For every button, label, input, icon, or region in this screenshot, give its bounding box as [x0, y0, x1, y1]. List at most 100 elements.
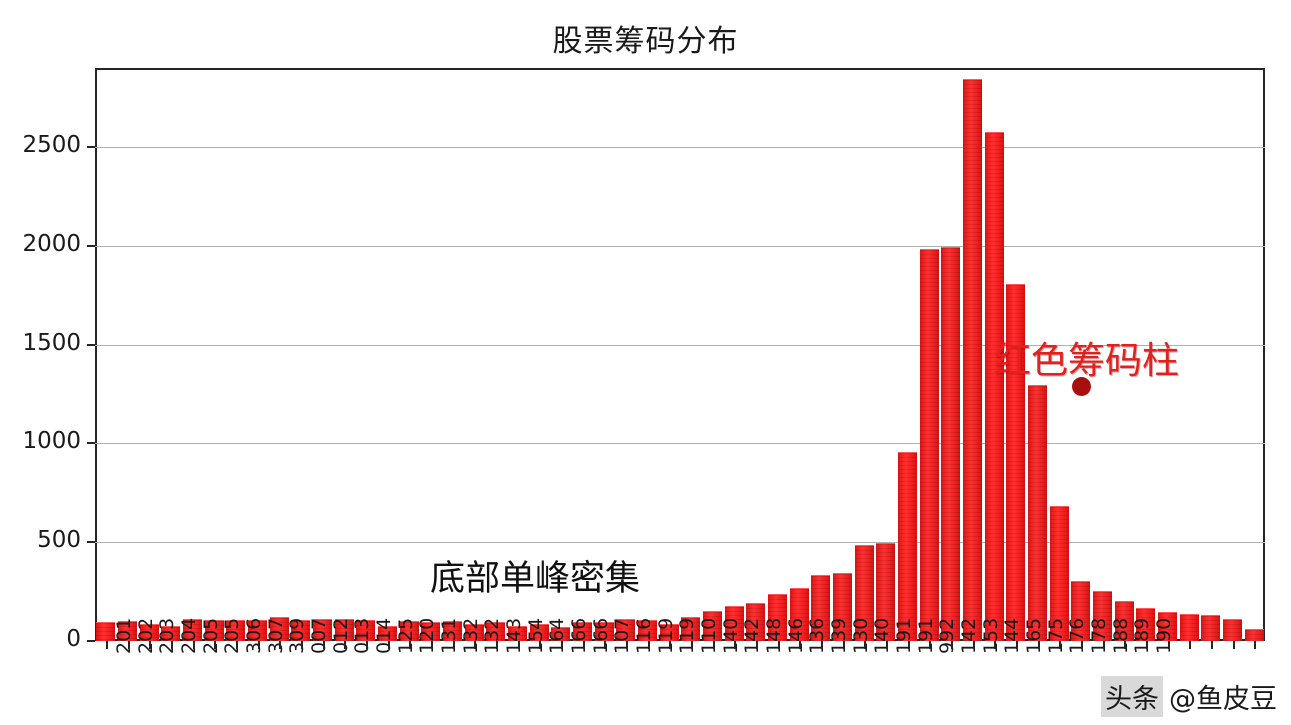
y-axis-tick-label: 0: [66, 626, 81, 652]
chart-bar: [1157, 612, 1178, 641]
x-axis-tick-label: 188: [1109, 617, 1132, 654]
x-axis-tick: [799, 641, 802, 649]
x-axis-tick: [170, 641, 173, 649]
x-axis-tick-label: 191: [914, 617, 937, 654]
x-axis-tick-label: 148: [762, 617, 785, 654]
x-axis-tick-label: 203: [156, 617, 179, 654]
x-axis-tick-label: 120: [416, 617, 439, 654]
x-axis-tick-label: 166: [589, 617, 612, 654]
x-axis-tick: [582, 641, 585, 649]
x-axis-tick: [127, 641, 130, 649]
x-axis-tick: [625, 641, 628, 649]
watermark-handle: @鱼皮豆: [1169, 684, 1277, 715]
chart-bar: [204, 620, 224, 641]
x-axis-tick: [105, 641, 108, 649]
x-axis-tick: [539, 641, 542, 649]
x-axis-tick: [929, 641, 932, 649]
chart-bar: [442, 621, 463, 641]
y-axis-tick-label: 2000: [22, 230, 81, 257]
x-axis-tick-label: 014: [372, 617, 395, 654]
x-axis-tick-label: 012: [329, 617, 352, 654]
chart-bar: [1114, 601, 1134, 641]
chart-bar: [897, 452, 918, 641]
x-axis-tick-label: 154: [524, 617, 547, 654]
x-axis-tick: [604, 641, 607, 649]
x-axis-tick-label: 307: [264, 617, 287, 654]
x-axis-tick-label: 119: [654, 617, 677, 654]
chart-bar: [1049, 505, 1069, 641]
gridline: [95, 344, 1265, 346]
x-axis-tick: [387, 641, 390, 649]
x-axis-tick-label: 309: [286, 617, 309, 654]
x-axis-tick-label: 189: [1131, 617, 1154, 654]
chart-bar: [572, 621, 593, 641]
x-axis-tick-label: 205: [199, 617, 222, 654]
x-axis-tick: [1167, 641, 1170, 649]
x-axis-tick: [1232, 641, 1235, 649]
x-axis-tick: [755, 641, 758, 649]
x-axis-tick: [192, 641, 195, 649]
chart-bar: [486, 621, 506, 641]
chart-bar: [1244, 629, 1264, 641]
x-axis-tick: [235, 641, 238, 649]
annotation-bottom-cluster: 底部单峰密集: [430, 559, 641, 599]
watermark-source: 头条: [1101, 676, 1163, 717]
x-axis-tick: [409, 641, 412, 649]
chart-bar: [182, 619, 203, 641]
x-axis-tick-label: 202: [134, 617, 157, 654]
x-axis-tick-label: 205: [221, 617, 244, 654]
x-axis-tick: [712, 641, 715, 649]
y-axis-tick-label: 1500: [22, 329, 81, 356]
gridline: [95, 147, 1265, 149]
x-axis-tick: [452, 641, 455, 649]
chart-bar: [464, 624, 484, 641]
x-axis-tick-label: 204: [177, 617, 200, 654]
x-axis-tick-label: 125: [394, 617, 417, 654]
x-axis-tick-label: 144: [1001, 617, 1024, 654]
x-axis-tick-label: 131: [437, 617, 460, 654]
x-axis-tick: [647, 641, 650, 649]
y-axis-tick-label: 2500: [22, 132, 81, 159]
y-axis-tick: [87, 343, 95, 346]
x-axis-tick-label: 178: [1087, 617, 1110, 654]
chart-bar: [117, 621, 138, 641]
chart-bar: [269, 616, 289, 641]
chart-bar: [984, 132, 1004, 641]
chart-bar: [1179, 614, 1199, 641]
x-axis-tick-label: 165: [1022, 617, 1045, 654]
annotation-red-bars: 红色筹码柱: [994, 339, 1179, 382]
chart-bar: [1027, 385, 1048, 641]
x-axis-tick-label: 191: [892, 617, 915, 654]
x-axis-tick: [365, 641, 368, 649]
x-axis-tick: [1102, 641, 1105, 649]
chart-bar: [854, 545, 874, 641]
chart-bar: [399, 620, 419, 641]
chart-bar: [1092, 590, 1113, 641]
x-axis-tick: [1210, 641, 1213, 649]
x-axis-tick: [669, 641, 672, 649]
chart-bar: [161, 625, 181, 641]
x-axis-tick: [430, 641, 433, 649]
chart-bar: [637, 620, 658, 641]
x-axis-tick: [149, 641, 152, 649]
x-axis-tick-label: 107: [611, 617, 634, 654]
chart-bar: [551, 626, 571, 641]
chart-bar: [334, 619, 354, 641]
x-axis-tick: [495, 641, 498, 649]
watermark: 头条 @鱼皮豆: [1101, 676, 1277, 717]
chart-bar: [789, 587, 809, 641]
chart-bar: [702, 611, 723, 641]
chart-bar: [767, 593, 788, 641]
chart-bar: [832, 572, 853, 641]
x-axis-tick: [950, 641, 953, 649]
x-axis-tick: [972, 641, 975, 649]
y-axis-tick: [87, 640, 95, 642]
chart-bar: [594, 622, 614, 641]
chart-bar: [811, 574, 831, 641]
x-axis-tick-label: 992: [936, 617, 959, 654]
chart-bar: [681, 616, 701, 641]
x-axis-tick-label: 176: [1066, 617, 1089, 654]
marker-dot: [1071, 377, 1091, 397]
x-axis-tick-label: 143: [502, 617, 525, 654]
x-axis-tick: [1059, 641, 1062, 649]
